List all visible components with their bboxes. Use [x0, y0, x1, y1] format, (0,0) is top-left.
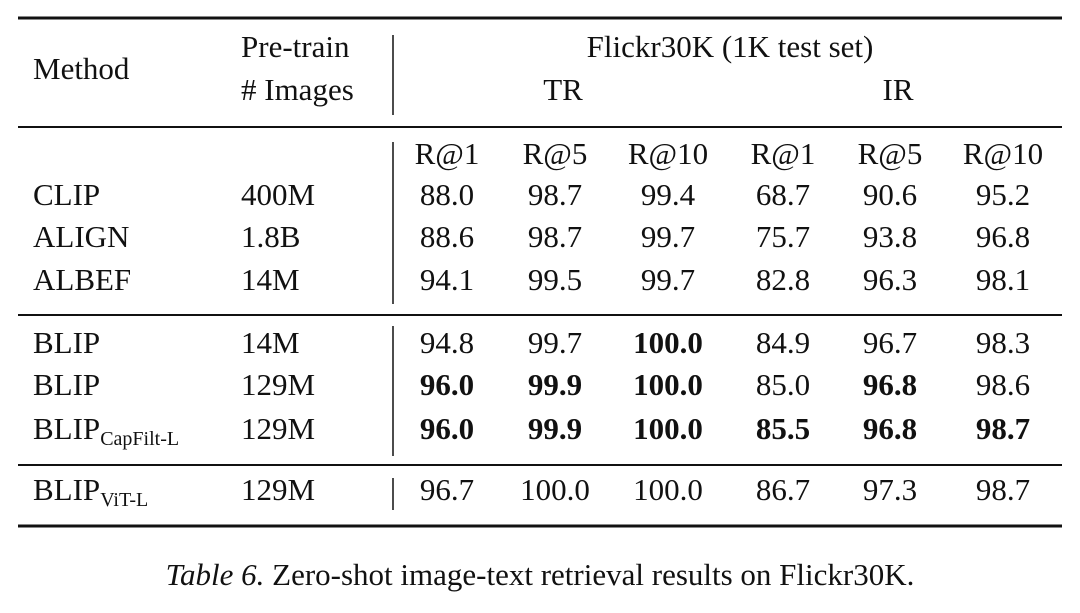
- method-name: BLIPCapFilt-L: [33, 411, 179, 449]
- pretrain-images: 14M: [241, 262, 300, 297]
- score: 98.7: [976, 411, 1030, 446]
- pretrain-images: 129M: [241, 367, 315, 402]
- metric-header: R@10: [628, 136, 708, 171]
- method: CLIP: [33, 177, 100, 212]
- pretrain-images: 400M: [241, 177, 315, 212]
- method-name: CLIP: [33, 177, 100, 212]
- score: 98.7: [528, 177, 582, 212]
- score: 99.9: [528, 411, 582, 446]
- score: 82.8: [756, 262, 810, 297]
- score: 96.8: [976, 219, 1030, 254]
- score: 96.3: [863, 262, 917, 297]
- score: 99.5: [528, 262, 582, 297]
- metric-header: R@10: [963, 136, 1043, 171]
- score: 90.6: [863, 177, 917, 212]
- score: 85.5: [756, 411, 810, 446]
- pretrain-images: 129M: [241, 472, 315, 507]
- method: ALIGN: [33, 219, 129, 254]
- score: 96.0: [420, 367, 474, 402]
- score: 95.2: [976, 177, 1030, 212]
- header-group: IR: [883, 72, 914, 107]
- score: 100.0: [633, 325, 703, 360]
- score: 96.8: [863, 411, 917, 446]
- score: 96.8: [863, 367, 917, 402]
- score: 98.1: [976, 262, 1030, 297]
- score: 96.0: [420, 411, 474, 446]
- metric-header: R@1: [415, 136, 480, 171]
- score: 85.0: [756, 367, 810, 402]
- score: 84.9: [756, 325, 810, 360]
- score: 94.1: [420, 262, 474, 297]
- metric-header: R@5: [858, 136, 923, 171]
- score: 93.8: [863, 219, 917, 254]
- method-name: BLIP: [33, 367, 100, 402]
- caption-label: Table 6.: [166, 557, 265, 592]
- score: 99.7: [528, 325, 582, 360]
- score: 96.7: [420, 472, 474, 507]
- score: 98.7: [528, 219, 582, 254]
- score: 98.3: [976, 325, 1030, 360]
- score: 88.0: [420, 177, 474, 212]
- score: 94.8: [420, 325, 474, 360]
- score: 75.7: [756, 219, 810, 254]
- score: 98.6: [976, 367, 1030, 402]
- method: ALBEF: [33, 262, 131, 297]
- score: 100.0: [633, 367, 703, 402]
- method-name: ALIGN: [33, 219, 129, 254]
- method: BLIP: [33, 472, 100, 507]
- score: 99.9: [528, 367, 582, 402]
- header-dataset: Flickr30K (1K test set): [587, 29, 874, 64]
- score: 68.7: [756, 177, 810, 212]
- score: 99.7: [641, 219, 695, 254]
- pretrain-images: 129M: [241, 411, 315, 446]
- score: 97.3: [863, 472, 917, 507]
- method-name: BLIPViT-L: [33, 472, 148, 510]
- method: BLIP: [33, 367, 100, 402]
- method: BLIP: [33, 411, 100, 446]
- caption-gap: [264, 557, 272, 592]
- score: 100.0: [520, 472, 590, 507]
- pretrain-images: 14M: [241, 325, 300, 360]
- score: 86.7: [756, 472, 810, 507]
- header-pretrain: Pre-train: [241, 29, 350, 64]
- method-subscript: ViT-L: [100, 489, 148, 511]
- score: 100.0: [633, 411, 703, 446]
- score: 99.7: [641, 262, 695, 297]
- score: 100.0: [633, 472, 703, 507]
- score: 98.7: [976, 472, 1030, 507]
- method-subscript: CapFilt-L: [100, 428, 179, 450]
- caption-text: Zero-shot image-text retrieval results o…: [272, 557, 914, 592]
- method-name: ALBEF: [33, 262, 131, 297]
- score: 99.4: [641, 177, 696, 212]
- metric-header: R@5: [523, 136, 588, 171]
- header-pretrain: # Images: [241, 72, 354, 107]
- header-group: TR: [543, 72, 583, 107]
- caption: Table 6. Zero-shot image-text retrieval …: [166, 557, 915, 592]
- score: 96.7: [863, 325, 917, 360]
- metric-header: R@1: [751, 136, 816, 171]
- method: BLIP: [33, 325, 100, 360]
- score: 88.6: [420, 219, 474, 254]
- header-method: Method: [33, 51, 130, 86]
- method-name: BLIP: [33, 325, 100, 360]
- pretrain-images: 1.8B: [241, 219, 300, 254]
